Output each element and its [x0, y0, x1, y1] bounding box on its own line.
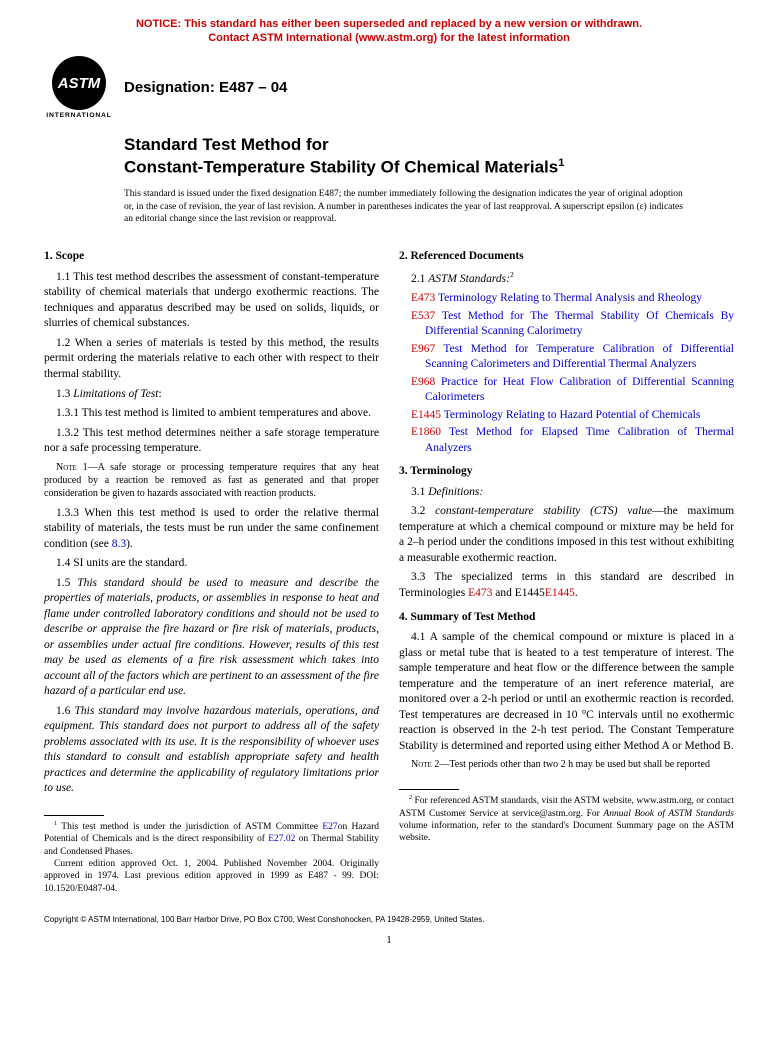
para-1.3.2: 1.3.2 This test method determines neithe…: [44, 426, 379, 457]
ref-e967: E967 Test Method for Temperature Calibra…: [399, 342, 734, 373]
designation: Designation: E487 – 04: [124, 79, 287, 96]
ref-text-e1445[interactable]: Terminology Relating to Hazard Potential…: [444, 409, 701, 421]
notice-line2: Contact ASTM International (www.astm.org…: [208, 32, 570, 44]
section-4-head: 4. Summary of Test Method: [399, 610, 734, 626]
ref-code-e968[interactable]: E968: [411, 376, 435, 388]
link-e473-inline[interactable]: E473: [468, 587, 492, 599]
ref-e1445: E1445 Terminology Relating to Hazard Pot…: [399, 408, 734, 424]
para-1.2: 1.2 When a series of materials is tested…: [44, 336, 379, 383]
ref-code-e967[interactable]: E967: [411, 343, 435, 355]
para-1.5: 1.5 This standard should be used to meas…: [44, 576, 379, 700]
note-2: Note 2—Test periods other than two 2 h m…: [399, 758, 734, 771]
section-1-head: 1. Scope: [44, 249, 379, 265]
ref-code-e473[interactable]: E473: [411, 292, 435, 304]
footnote-2: 2 For referenced ASTM standards, visit t…: [399, 794, 734, 845]
page: NOTICE: This standard has either been su…: [0, 0, 778, 964]
logo-mark: ASTM: [52, 56, 106, 110]
ref-text-e968[interactable]: Practice for Heat Flow Calibration of Di…: [425, 376, 734, 404]
footnote-rule-right: [399, 789, 459, 790]
link-e1445-inline[interactable]: E1445: [545, 587, 575, 599]
left-footnotes: 1 This test method is under the jurisdic…: [44, 815, 379, 895]
para-2.1: 2.1 ASTM Standards:2: [399, 270, 734, 287]
section-3-head: 3. Terminology: [399, 464, 734, 480]
ref-e968: E968 Practice for Heat Flow Calibration …: [399, 375, 734, 406]
astm-logo: ASTM INTERNATIONAL: [44, 56, 114, 120]
para-1.3: 1.3 Limitations of Test:: [44, 387, 379, 403]
para-1.6: 1.6 This standard may involve hazardous …: [44, 704, 379, 797]
note-1-label: Note 1—: [56, 462, 98, 473]
title-line2: Constant-Temperature Stability Of Chemic…: [124, 156, 734, 179]
footnote-1: 1 This test method is under the jurisdic…: [44, 820, 379, 858]
ref-code-e1860[interactable]: E1860: [411, 426, 441, 438]
title-sup: 1: [558, 157, 564, 169]
section-2-head: 2. Referenced Documents: [399, 249, 734, 265]
notice-line1: NOTICE: This standard has either been su…: [136, 18, 642, 30]
para-3.2: 3.2 constant-temperature stability (CTS)…: [399, 504, 734, 566]
note-2-label: Note 2—: [411, 759, 449, 770]
columns: 1. Scope 1.1 This test method describes …: [44, 241, 734, 895]
para-1.3.1: 1.3.1 This test method is limited to amb…: [44, 406, 379, 422]
right-footnotes: 2 For referenced ASTM standards, visit t…: [399, 789, 734, 845]
logo-subtext: INTERNATIONAL: [46, 112, 111, 119]
para-1.1: 1.1 This test method describes the asses…: [44, 270, 379, 332]
footnote-rule-left: [44, 815, 104, 816]
para-1.4: 1.4 SI units are the standard.: [44, 556, 379, 572]
ref-e473: E473 Terminology Relating to Thermal Ana…: [399, 291, 734, 307]
header-row: ASTM INTERNATIONAL Designation: E487 – 0…: [44, 56, 734, 120]
ref-text-e537[interactable]: Test Method for The Thermal Stability Of…: [425, 310, 734, 338]
link-e27[interactable]: E27: [322, 822, 337, 832]
para-1.3.3: 1.3.3 When this test method is used to o…: [44, 506, 379, 553]
page-number: 1: [44, 934, 734, 946]
title-block: Standard Test Method for Constant-Temper…: [124, 134, 734, 179]
note-1: Note 1—A safe storage or processing temp…: [44, 461, 379, 500]
ref-text-e1860[interactable]: Test Method for Elapsed Time Calibration…: [425, 426, 734, 454]
title-line1: Standard Test Method for: [124, 134, 734, 156]
ref-e537: E537 Test Method for The Thermal Stabili…: [399, 309, 734, 340]
para-3.1: 3.1 Definitions:: [399, 485, 734, 501]
ref-text-e473[interactable]: Terminology Relating to Thermal Analysis…: [438, 292, 702, 304]
link-e27.02[interactable]: E27.02: [268, 834, 295, 844]
para-3.3: 3.3 The specialized terms in this standa…: [399, 570, 734, 601]
column-right: 2. Referenced Documents 2.1 ASTM Standar…: [399, 241, 734, 895]
copyright: Copyright © ASTM International, 100 Barr…: [44, 915, 734, 924]
footnote-1b: Current edition approved Oct. 1, 2004. P…: [44, 858, 379, 895]
column-left: 1. Scope 1.1 This test method describes …: [44, 241, 379, 895]
notice-banner: NOTICE: This standard has either been su…: [44, 18, 734, 46]
ref-text-e967[interactable]: Test Method for Temperature Calibration …: [425, 343, 734, 371]
link-8.3[interactable]: 8.3: [112, 538, 126, 550]
issuance-note: This standard is issued under the fixed …: [124, 188, 694, 225]
para-4.1: 4.1 A sample of the chemical compound or…: [399, 630, 734, 754]
ref-e1860: E1860 Test Method for Elapsed Time Calib…: [399, 425, 734, 456]
ref-code-e537[interactable]: E537: [411, 310, 435, 322]
ref-code-e1445[interactable]: E1445: [411, 409, 441, 421]
